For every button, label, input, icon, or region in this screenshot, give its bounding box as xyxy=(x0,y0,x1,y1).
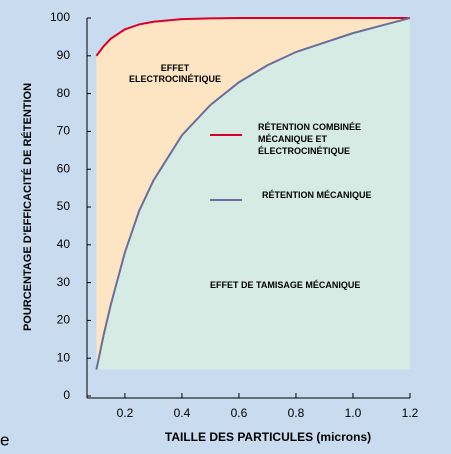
annotation: EFFET ELECTROCINÉTIQUE xyxy=(129,63,221,84)
y-tick-label: 50 xyxy=(57,199,71,213)
x-axis-title: TAILLE DES PARTICULES (microns) xyxy=(165,430,371,444)
y-tick-label: 30 xyxy=(57,275,71,289)
annotation: EFFET DE TAMISAGE MÉCANIQUE xyxy=(210,280,360,290)
x-tick-label: 0.6 xyxy=(231,406,248,420)
legend-label: RÉTENTION COMBINÉE MÉCANIQUE ET ÉLECTROCIN… xyxy=(258,122,361,156)
x-tick-label: 1.0 xyxy=(345,406,362,420)
y-tick-label: 80 xyxy=(57,86,71,100)
area-mechanical xyxy=(96,18,410,370)
y-tick-label: 40 xyxy=(57,237,71,251)
area-electro xyxy=(96,18,410,370)
y-tick-label: 100 xyxy=(50,10,70,24)
y-tick-label: 70 xyxy=(57,124,71,138)
y-tick-label: 90 xyxy=(57,48,71,62)
y-tick-label: 10 xyxy=(57,350,71,364)
series-line xyxy=(95,17,410,57)
x-tick-label: 1.2 xyxy=(402,406,419,420)
x-tick-label: 0.2 xyxy=(117,406,134,420)
text-fragment: e xyxy=(0,430,9,449)
y-tick-label: 0 xyxy=(63,388,70,402)
series-line xyxy=(95,17,411,370)
y-axis-title: POURCENTAGE D'EFFICACITÉ DE RÉTENTION xyxy=(21,83,34,331)
y-tick-label: 60 xyxy=(57,161,71,175)
legend-label: RÉTENTION MÉCANIQUE xyxy=(262,190,372,200)
y-tick-label: 20 xyxy=(57,313,71,327)
x-tick-label: 0.4 xyxy=(174,406,191,420)
x-tick-label: 0.8 xyxy=(288,406,305,420)
